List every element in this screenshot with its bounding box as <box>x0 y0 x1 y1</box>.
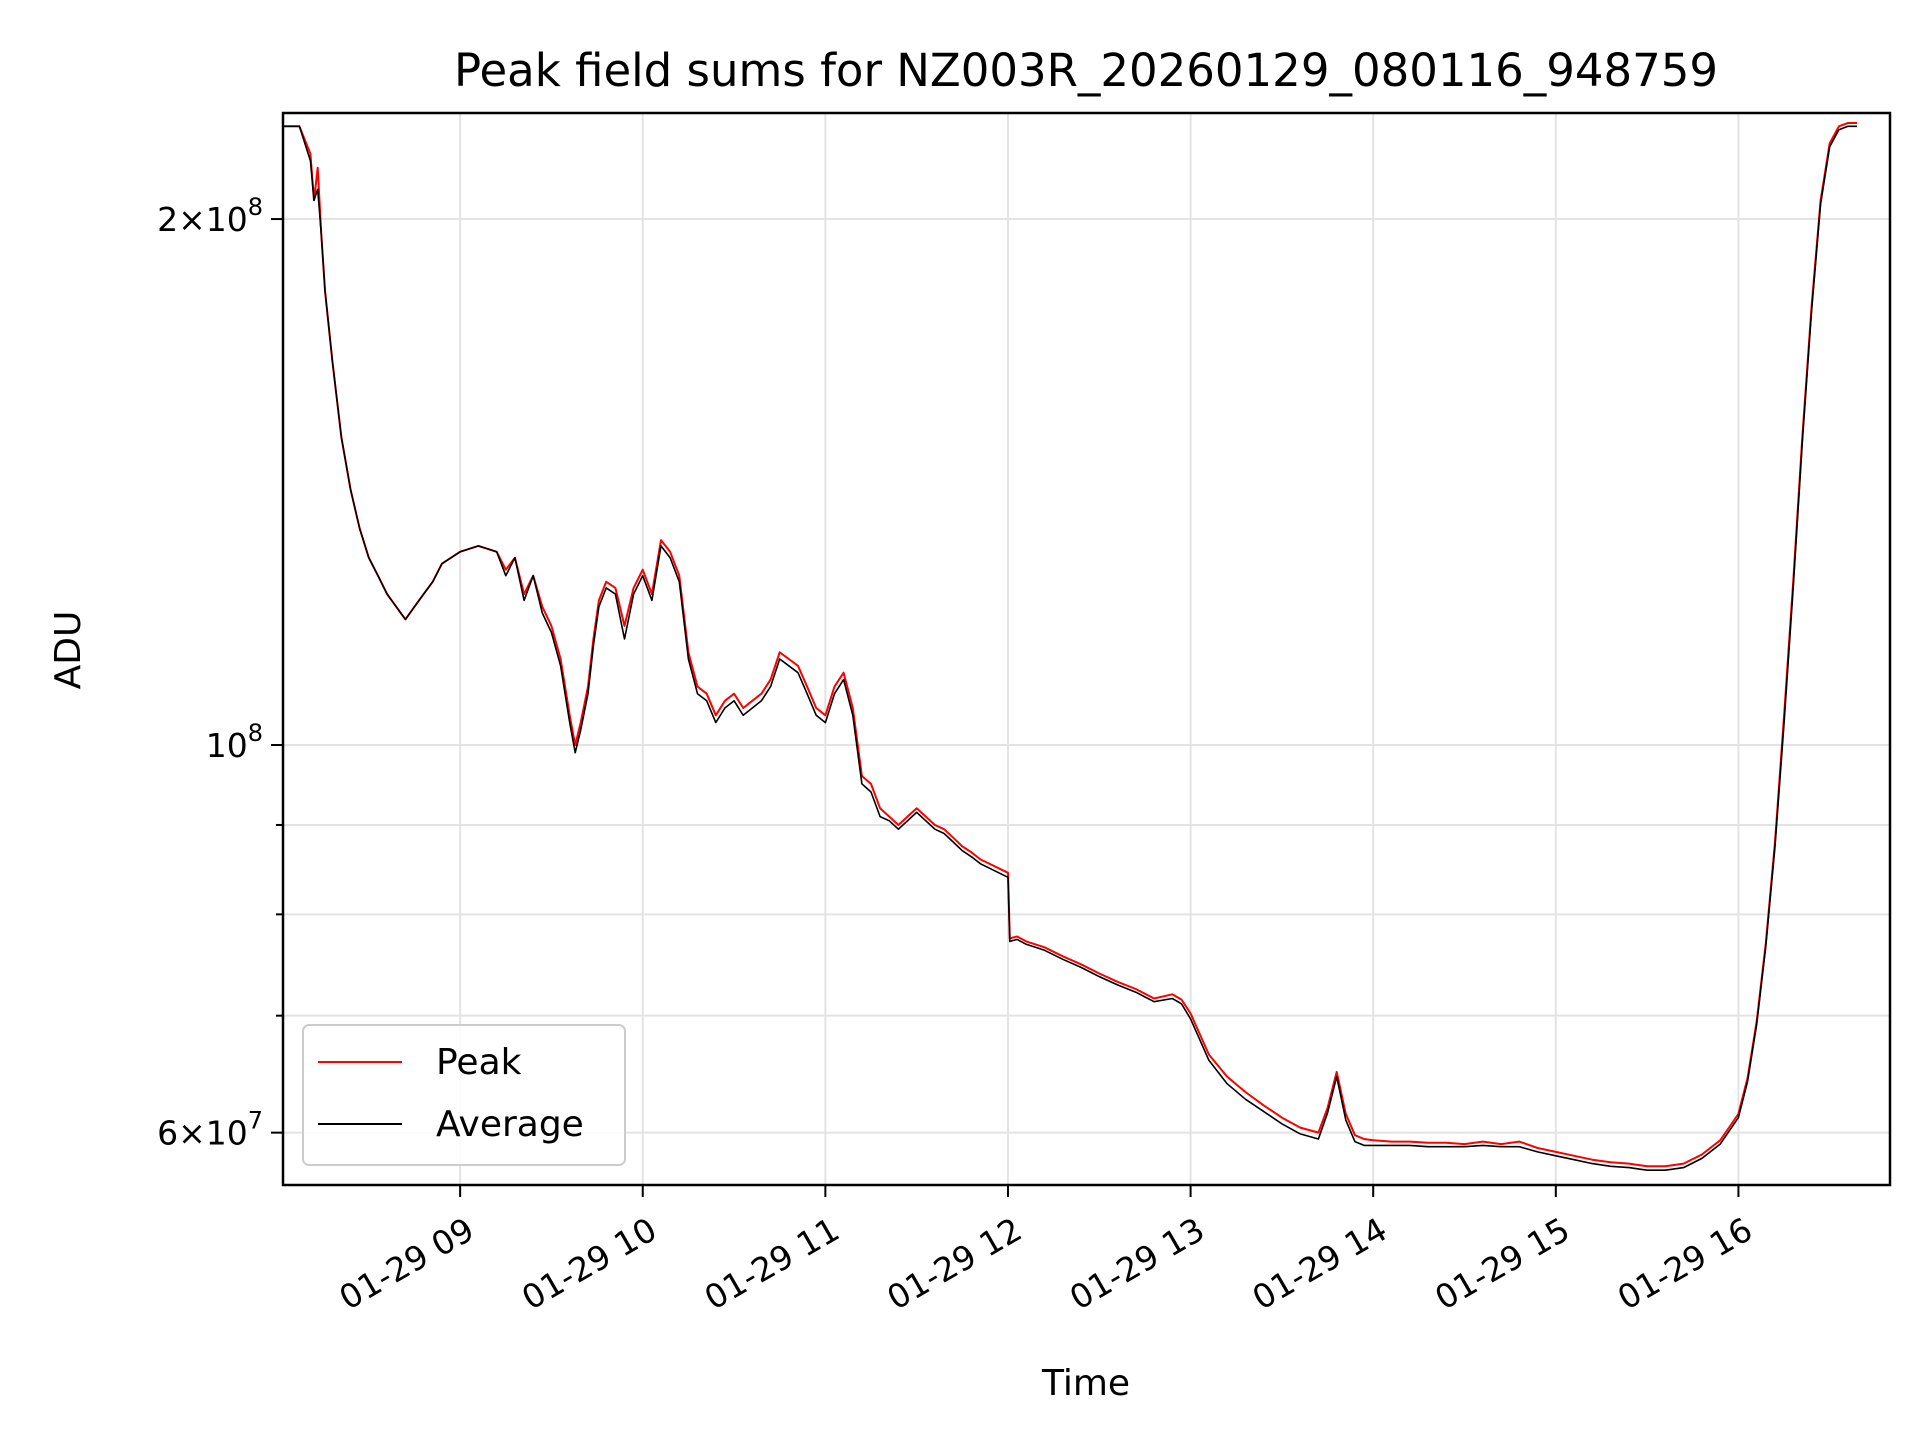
x-axis-label: Time <box>1041 1363 1130 1404</box>
chart-title: Peak field sums for NZ003R_20260129_0801… <box>454 44 1718 97</box>
y-tick-label: 6×107 <box>157 1107 263 1153</box>
plot-area-frame <box>281 111 1892 1187</box>
x-tick-label: 01-29 16 <box>1611 1210 1759 1318</box>
x-tick-label: 01-29 11 <box>698 1210 846 1318</box>
series-line-peak <box>283 122 1858 1168</box>
series-line-average <box>283 125 1858 1171</box>
legend: Peak Average <box>302 1024 626 1166</box>
y-axis-label: ADU <box>48 611 89 690</box>
y-tick-label: 2×108 <box>157 193 263 239</box>
legend-average-label: Average <box>436 1104 584 1145</box>
x-tick-label: 01-29 09 <box>333 1210 481 1318</box>
x-tick-label: 01-29 15 <box>1428 1210 1576 1318</box>
legend-peak-label: Peak <box>436 1042 522 1083</box>
legend-box <box>302 1024 626 1166</box>
x-tick-label: 01-29 10 <box>515 1210 663 1318</box>
x-tick-label: 01-29 13 <box>1063 1210 1211 1318</box>
series-group <box>283 122 1858 1171</box>
x-tick-label: 01-29 14 <box>1246 1210 1394 1318</box>
x-tick-label: 01-29 12 <box>880 1210 1028 1318</box>
y-tick-label: 108 <box>206 719 263 765</box>
